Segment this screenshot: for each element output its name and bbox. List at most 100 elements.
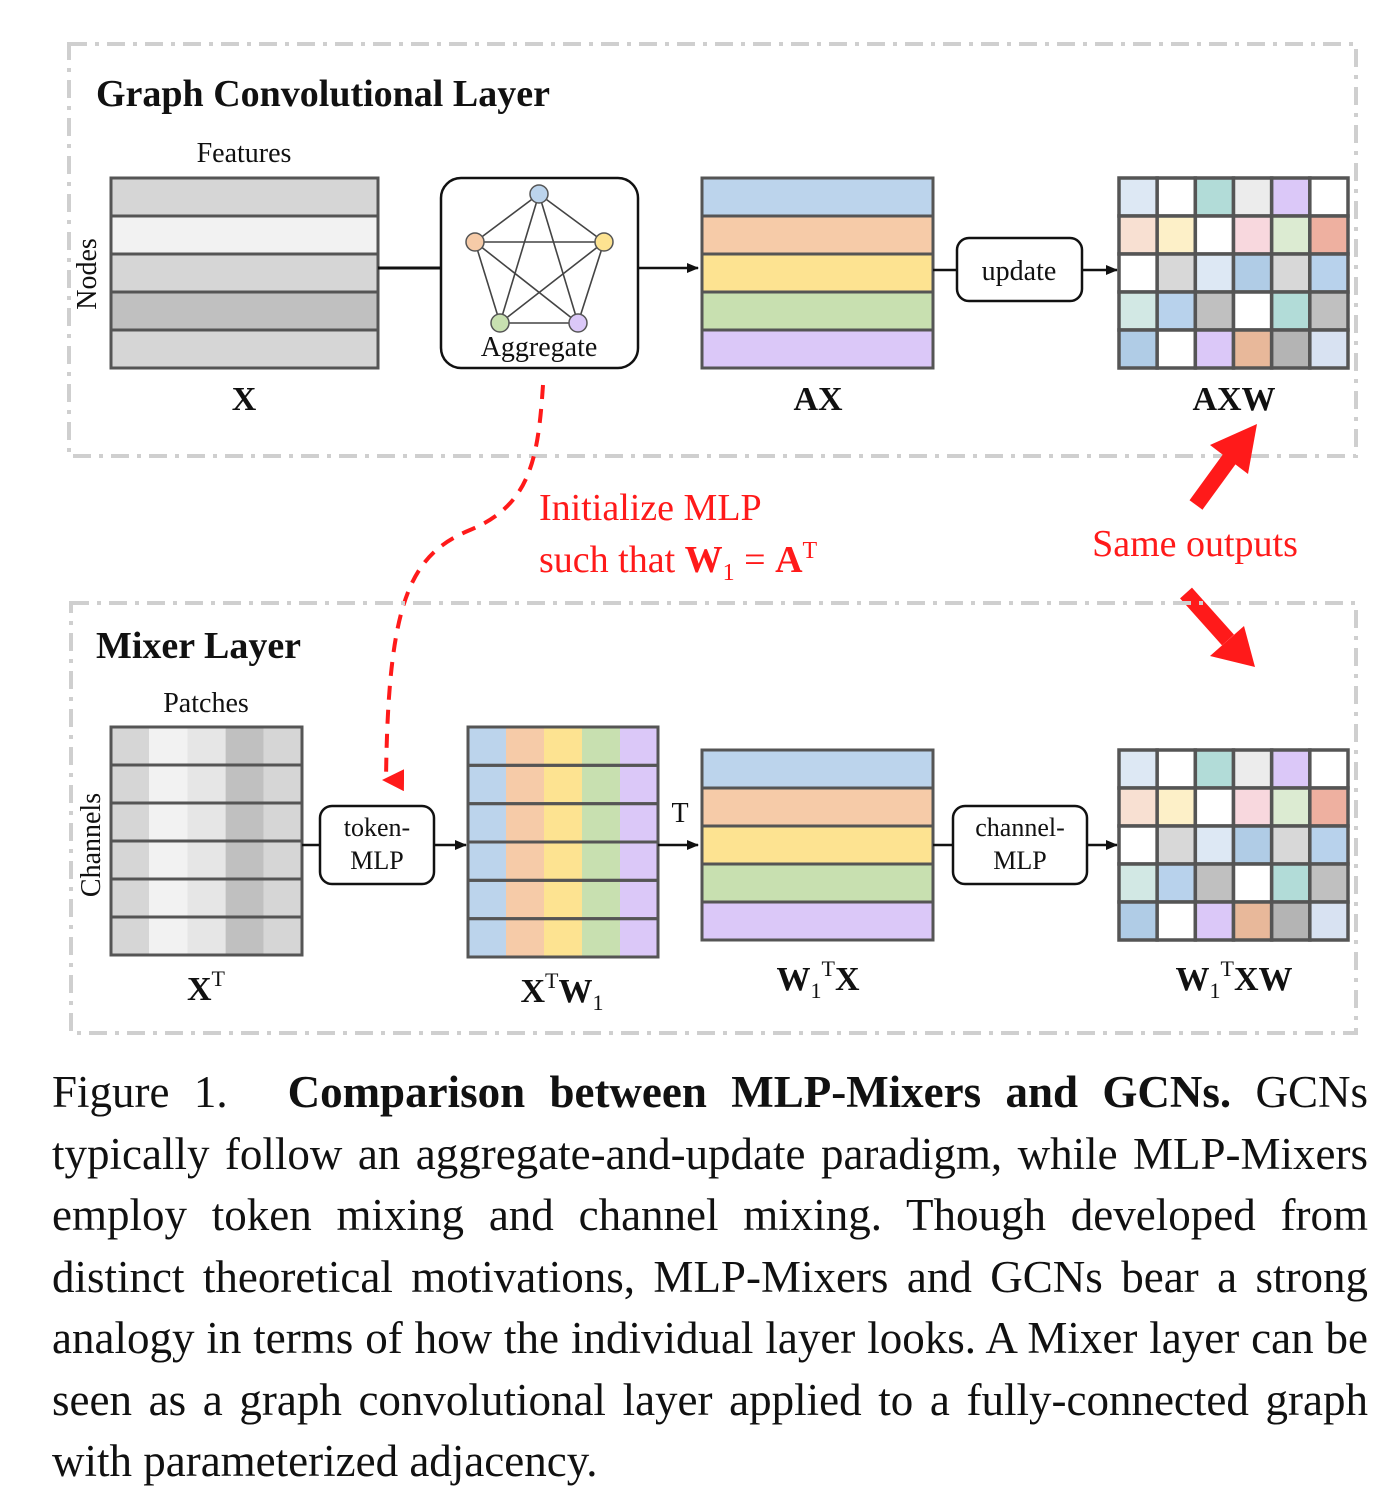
w1txw-label: W1TXW [1175,956,1292,1003]
ax-row [700,328,935,370]
w1txw-cell [1269,786,1312,828]
w1txw-cell [1155,748,1198,790]
axw-cell [1117,328,1159,370]
mixer-panel-title: Mixer Layer [96,625,301,667]
w1txw-cell [1117,900,1159,942]
gcn-panel-border [67,42,1358,458]
axw-cell [1231,252,1274,294]
graph-node-purple [568,313,588,333]
caption-bold-title: Comparison between MLP-Mixers and GCNs. [287,1067,1232,1117]
features-label: Features [197,138,292,169]
axw-cell [1155,328,1198,370]
update-label: update [982,256,1057,287]
axw-cell [1193,214,1236,256]
axw-cell [1193,176,1236,218]
ax-row [700,290,935,332]
axw-cell [1269,176,1312,218]
w1txw-cell [1308,786,1350,828]
axw-cell [1231,328,1274,370]
w1txw-cell [1231,786,1274,828]
xtw1-matrix [466,725,660,959]
w1txw-cell [1308,900,1350,942]
same-outputs-up-arrow [1189,424,1257,510]
axw-cell [1155,290,1198,332]
w1tx-row [700,900,935,942]
w1txw-cell [1155,824,1198,866]
axw-grid [1117,176,1350,370]
ax-label: AX [793,381,843,418]
xt-label: XT [187,966,226,1008]
figure-caption: Figure 1. Comparison between MLP-Mixers a… [52,1062,1368,1493]
axw-cell [1269,290,1312,332]
w1txw-cell [1308,824,1350,866]
axw-cell [1117,214,1159,256]
xt-row [109,915,304,957]
channels-label: Channels [76,793,107,897]
w1txw-cell [1269,748,1312,790]
w1txw-cell [1193,900,1236,942]
w1txw-cell [1308,862,1350,904]
w1tx-label: W1TX [776,956,859,1003]
x-matrix [109,176,380,370]
same-outputs-label: Same outputs [1092,523,1298,565]
channel-mlp-line2: MLP [993,846,1046,875]
axw-cell [1117,176,1159,218]
axw-cell [1155,214,1198,256]
w1tx-row [700,862,935,904]
w1txw-cell [1269,862,1312,904]
x-row [109,252,380,294]
init-dashed-arrow [382,384,545,792]
w1tx-row [700,748,935,790]
x-row [109,328,380,370]
w1txw-cell [1117,862,1159,904]
init-line1: Initialize MLP [539,487,762,529]
w1tx-matrix [700,748,935,942]
w1txw-cell [1193,862,1236,904]
w1txw-cell [1231,862,1274,904]
x-label: X [232,381,257,418]
graph-icon [465,184,614,333]
axw-cell [1117,252,1159,294]
caption-text: GCNs typically follow an aggregate-and-u… [52,1067,1368,1486]
axw-cell [1193,328,1236,370]
aggregate-box [439,176,640,370]
graph-node-orange [465,232,485,252]
xt-matrix [109,725,304,957]
w1txw-cell [1231,748,1274,790]
axw-cell [1193,290,1236,332]
axw-cell [1269,328,1312,370]
token-mlp-line1: token- [344,813,410,842]
axw-label: AXW [1192,381,1275,418]
axw-cell [1155,176,1198,218]
figure-diagram: Graph Convolutional Layer Features Nodes… [67,42,1358,1035]
patches-label: Patches [163,688,249,719]
graph-node-blue [529,184,549,204]
axw-cell [1269,252,1312,294]
channel-mlp-line1: channel- [975,813,1065,842]
axw-cell [1155,252,1198,294]
aggregate-label: Aggregate [481,332,598,363]
w1txw-cell [1269,900,1312,942]
w1txw-cell [1155,862,1198,904]
token-mlp-line2: MLP [350,846,403,875]
axw-cell [1193,252,1236,294]
xtw1-row [466,917,660,959]
axw-cell [1231,176,1274,218]
ax-row [700,252,935,294]
w1txw-cell [1155,786,1198,828]
w1txw-cell [1117,786,1159,828]
w1tx-row [700,824,935,866]
axw-cell [1308,176,1350,218]
w1txw-cell [1269,824,1312,866]
w1txw-grid [1117,748,1350,942]
nodes-label: Nodes [72,238,103,310]
ax-row [700,214,935,256]
w1txw-cell [1117,748,1159,790]
w1tx-row [700,786,935,828]
init-line2: such that W1 = AT [539,538,818,586]
x-row [109,176,380,218]
graph-node-green [490,313,510,333]
w1txw-cell [1193,748,1236,790]
x-row [109,214,380,256]
axw-cell [1308,252,1350,294]
